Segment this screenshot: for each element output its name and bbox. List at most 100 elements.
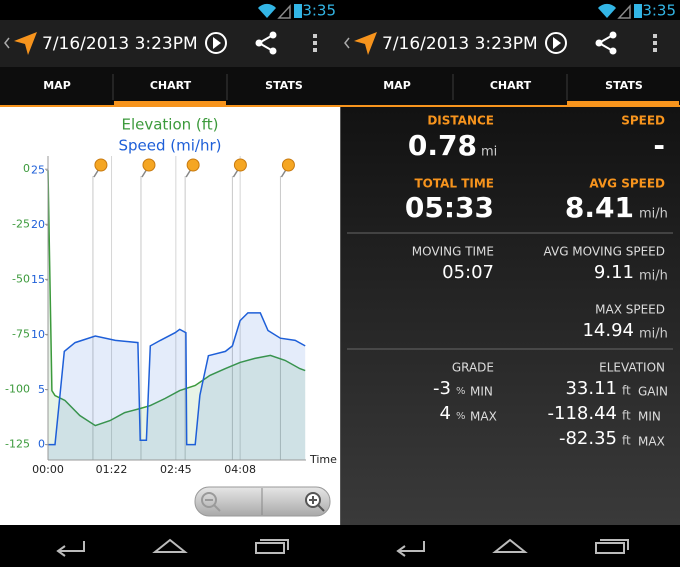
stat-unit: % bbox=[456, 386, 466, 397]
y2-tick-label: 10 bbox=[31, 328, 45, 341]
tab-label[interactable]: MAP bbox=[383, 79, 411, 92]
stat-value: -82.35 bbox=[559, 428, 617, 449]
stat-qualifier: MIN bbox=[638, 410, 661, 424]
stat-label: MOVING TIME bbox=[412, 245, 494, 259]
stat-qualifier: GAIN bbox=[638, 385, 668, 399]
stat-label: MAX SPEED bbox=[595, 303, 665, 317]
nav-recents[interactable] bbox=[255, 539, 289, 554]
share-dot[interactable] bbox=[609, 47, 617, 55]
stat-label: TOTAL TIME bbox=[414, 177, 494, 191]
series-line bbox=[47, 170, 306, 427]
y-tick-label: -75 bbox=[12, 327, 30, 340]
x-axis-label: Time bbox=[309, 453, 337, 466]
share-dot[interactable] bbox=[269, 47, 277, 55]
battery-icon bbox=[294, 4, 302, 18]
overflow-dot[interactable] bbox=[313, 48, 317, 52]
nav-recents[interactable] bbox=[595, 539, 629, 554]
nav-back[interactable] bbox=[56, 541, 85, 557]
y2-tick-label: 25 bbox=[31, 163, 45, 176]
share-dot[interactable] bbox=[269, 31, 277, 39]
marker-pin[interactable] bbox=[281, 158, 295, 172]
signal-icon bbox=[277, 4, 291, 19]
stat-label: AVG MOVING SPEED bbox=[544, 245, 665, 259]
stat-value: -3 bbox=[433, 378, 451, 399]
x-tick-label: 01:22 bbox=[96, 463, 128, 476]
chart-screen bbox=[0, 107, 340, 525]
series-area bbox=[48, 312, 306, 460]
marker-pin[interactable] bbox=[142, 158, 156, 172]
y2-tick-label: 5 bbox=[38, 383, 45, 396]
y-tick-label: -125 bbox=[5, 438, 30, 451]
legend-title: Speed (mi/hr) bbox=[118, 137, 221, 155]
y2-tick-label: 0 bbox=[38, 438, 45, 451]
stat-value: 05:07 bbox=[442, 262, 494, 283]
legend-title: Elevation (ft) bbox=[121, 116, 218, 134]
y2-tick-label: 15 bbox=[31, 273, 45, 286]
divider bbox=[340, 0, 341, 567]
stat-value: 05:33 bbox=[405, 191, 494, 224]
battery-icon bbox=[634, 4, 642, 18]
back-chevron[interactable] bbox=[344, 37, 350, 49]
overflow-dot[interactable] bbox=[653, 41, 657, 45]
activity-title: 7/16/2013 3:23PM bbox=[382, 34, 538, 54]
stat-unit: ft bbox=[622, 409, 631, 423]
share-dot[interactable] bbox=[609, 31, 617, 39]
zoom-out-sign bbox=[205, 499, 221, 512]
zoom-out bbox=[201, 492, 217, 508]
activity-title: 7/16/2013 3:23PM bbox=[42, 34, 198, 54]
marker-pin[interactable] bbox=[186, 158, 200, 172]
tab-label[interactable]: STATS bbox=[605, 79, 643, 92]
y-tick-label: -50 bbox=[12, 272, 30, 285]
stat-value: 14.94 bbox=[582, 320, 634, 341]
status-time: 3:35 bbox=[302, 2, 336, 20]
stat-qualifier: MAX bbox=[470, 410, 497, 424]
x-tick-label: 00:00 bbox=[32, 463, 64, 476]
series-line bbox=[48, 312, 306, 446]
stat-label: GRADE bbox=[452, 361, 494, 375]
stat-qualifier: MAX bbox=[638, 435, 665, 449]
tab-label[interactable]: CHART bbox=[490, 79, 532, 92]
nav-home[interactable] bbox=[152, 538, 188, 553]
y-tick-label: 0 bbox=[23, 162, 30, 175]
stat-value: - bbox=[653, 129, 665, 162]
overflow-dot[interactable] bbox=[653, 34, 657, 38]
tab-label[interactable]: MAP bbox=[43, 79, 71, 92]
y-tick-label: -100 bbox=[5, 383, 30, 396]
play-button[interactable] bbox=[545, 32, 567, 54]
overflow-dot[interactable] bbox=[313, 34, 317, 38]
tab-bar bbox=[0, 67, 340, 107]
nav-back[interactable] bbox=[396, 541, 425, 557]
marker-pin[interactable] bbox=[94, 158, 108, 172]
stat-label: AVG SPEED bbox=[589, 177, 665, 191]
signal-icon bbox=[617, 4, 631, 19]
tab-label[interactable]: STATS bbox=[265, 79, 303, 92]
x-tick-label: 02:45 bbox=[160, 463, 192, 476]
overflow-dot[interactable] bbox=[313, 41, 317, 45]
overflow-dot[interactable] bbox=[653, 48, 657, 52]
stat-label: ELEVATION bbox=[599, 361, 665, 375]
marker-pin[interactable] bbox=[233, 158, 247, 172]
zoom-in-sign bbox=[309, 496, 325, 512]
play-button[interactable] bbox=[205, 32, 227, 54]
stat-value: -118.44 bbox=[548, 403, 617, 424]
stat-unit: mi/h bbox=[639, 327, 668, 342]
tab-underline bbox=[340, 105, 680, 107]
share-dot[interactable] bbox=[255, 39, 263, 47]
status-bar bbox=[0, 0, 340, 20]
stat-label: DISTANCE bbox=[427, 114, 494, 128]
share-dot[interactable] bbox=[595, 39, 603, 47]
stat-unit: ft bbox=[622, 434, 631, 448]
nav-home[interactable] bbox=[492, 538, 528, 553]
action-bar bbox=[340, 20, 680, 67]
tab-indicator bbox=[567, 101, 679, 107]
tab-indicator bbox=[114, 101, 226, 107]
stat-value: 9.11 bbox=[594, 262, 634, 283]
stat-unit: mi bbox=[481, 145, 497, 160]
app-icon[interactable] bbox=[354, 32, 377, 55]
stat-unit: mi/h bbox=[639, 207, 668, 222]
status-time: 3:35 bbox=[642, 2, 676, 20]
back-chevron[interactable] bbox=[4, 37, 10, 49]
tab-label[interactable]: CHART bbox=[150, 79, 192, 92]
app-icon[interactable] bbox=[14, 32, 37, 55]
